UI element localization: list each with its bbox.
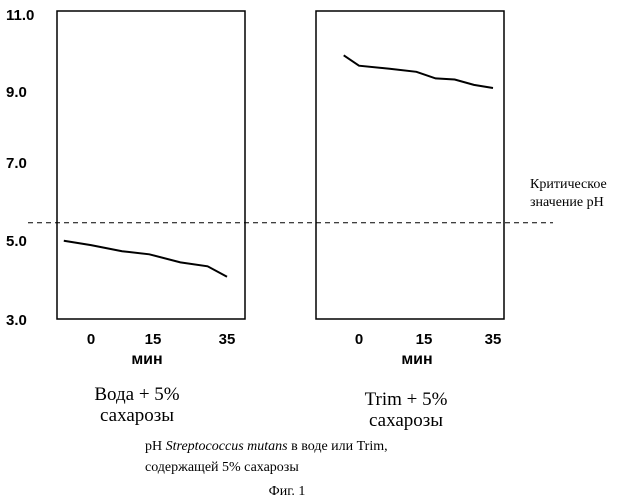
figure-caption-line-1: pH Streptococcus mutans в воде или Trim, — [145, 439, 388, 454]
x-axis-label: мин — [131, 351, 162, 368]
figure-number: Фиг. 1 — [269, 484, 306, 499]
right-panel-caption-1: Trim + 5% — [365, 389, 448, 410]
x-tick-label: 35 — [485, 331, 502, 348]
x-tick-label: 15 — [416, 331, 433, 348]
left-x-axis: 0 15 35 мин — [87, 331, 236, 368]
right-panel-frame — [316, 11, 504, 319]
left-panel-frame — [57, 11, 245, 319]
caption-species: Streptococcus mutans — [166, 439, 289, 454]
x-axis-label: мин — [401, 351, 432, 368]
y-tick-label: 7.0 — [6, 155, 27, 172]
y-tick-label: 11.0 — [6, 7, 34, 24]
x-tick-label: 35 — [219, 331, 236, 348]
x-tick-label: 15 — [145, 331, 162, 348]
left-panel-caption-1: Вода + 5% — [94, 384, 179, 405]
y-tick-label: 3.0 — [6, 312, 27, 329]
caption-rest: в воде или Trim, — [291, 439, 388, 454]
x-tick-label: 0 — [355, 331, 363, 348]
y-tick-label: 5.0 — [6, 233, 27, 250]
left-panel-caption-2: сахарозы — [100, 405, 174, 426]
right-panel-caption-2: сахарозы — [369, 410, 443, 431]
series-line-trim — [344, 55, 493, 88]
series-line-water — [64, 241, 227, 277]
x-tick-label: 0 — [87, 331, 95, 348]
y-axis: 11.0 9.0 7.0 5.0 3.0 — [6, 7, 34, 329]
figure-caption-line-2: содержащей 5% сахарозы — [145, 460, 299, 475]
caption-ph: pH — [145, 439, 162, 454]
right-x-axis: 0 15 35 мин — [355, 331, 502, 368]
critical-ph-label-1: Критическое — [530, 177, 607, 192]
critical-ph-label-2: значение pH — [530, 195, 604, 210]
y-tick-label: 9.0 — [6, 84, 27, 101]
